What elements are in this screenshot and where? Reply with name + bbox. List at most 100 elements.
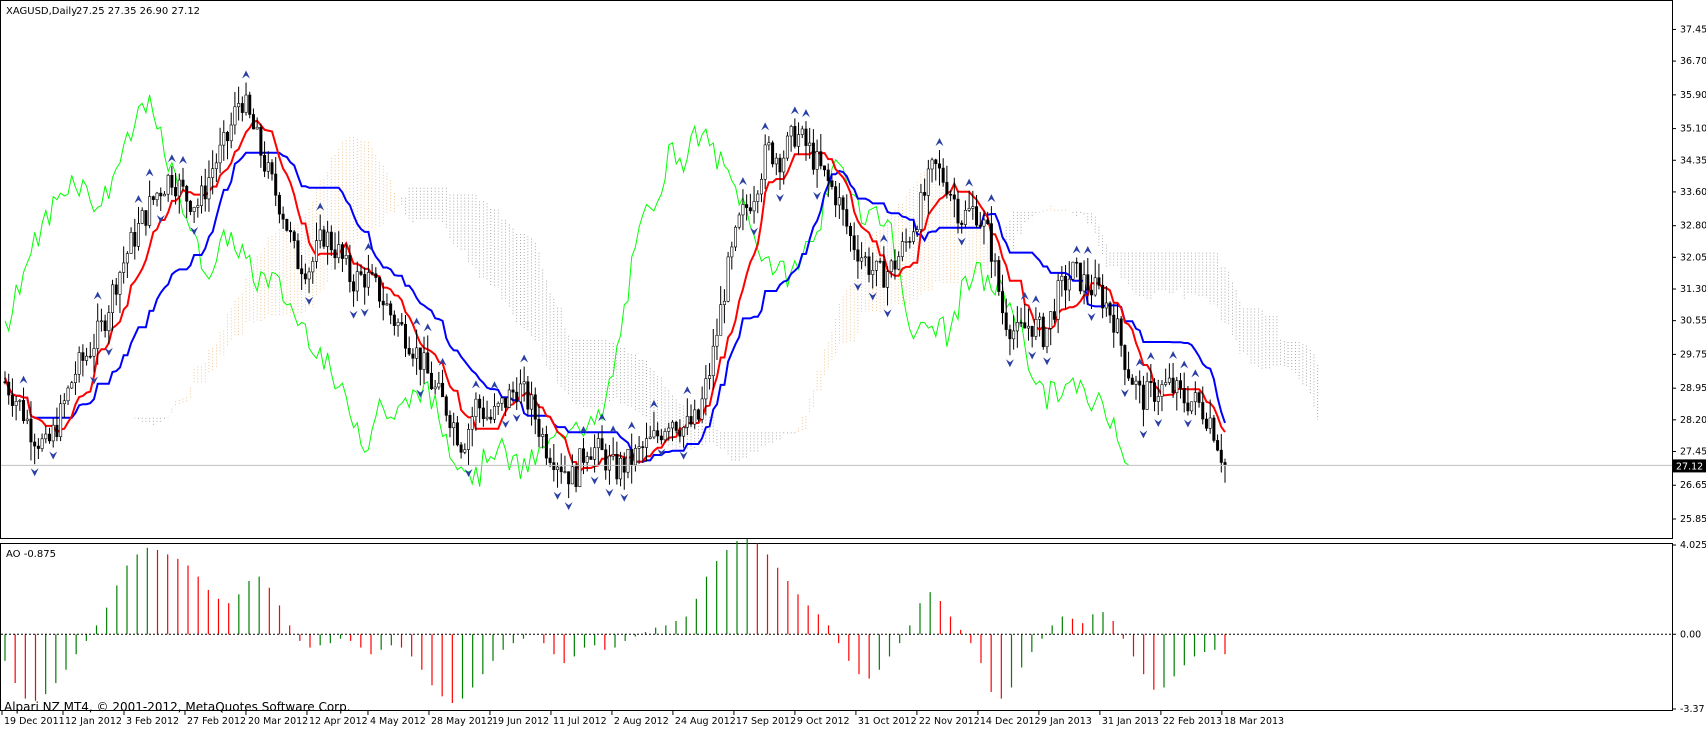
price-bar-body [1134, 380, 1138, 385]
price-bar-body [615, 454, 619, 480]
price-bar-body [1078, 262, 1082, 292]
price-bar-body [277, 194, 281, 215]
price-bar-body [811, 142, 815, 170]
price-bar-body [229, 124, 233, 142]
price-bar-body [1101, 284, 1105, 309]
price-bar-body [1190, 401, 1194, 412]
price-bar-body [311, 261, 315, 273]
price-bar-body [637, 446, 641, 449]
price-bar-body [837, 197, 841, 206]
price-bar-body [7, 381, 11, 396]
x-tick-label: 11 Jul 2012 [553, 716, 607, 727]
price-bar-body [359, 271, 363, 275]
fractal-up-marker [1191, 369, 1200, 378]
fractal-up-marker [145, 168, 154, 177]
price-bar-body [14, 401, 18, 406]
fractal-up-marker [1031, 295, 1040, 304]
price-bar-body [1064, 275, 1068, 291]
price-bar-body [263, 155, 267, 172]
price-bar-body [1030, 325, 1034, 337]
price-bar-body [507, 389, 511, 408]
price-bar-body [1171, 377, 1175, 394]
price-bar-body [682, 427, 686, 437]
fractal-up-marker [598, 413, 607, 422]
fractal-down-marker [590, 476, 599, 485]
price-bar-body [492, 406, 496, 420]
fractal-up-marker [1180, 360, 1189, 369]
price-bar-body [1112, 314, 1116, 333]
price-bar-body [125, 253, 129, 264]
fractal-down-marker [1005, 359, 1014, 368]
price-bar-body [422, 352, 426, 370]
price-bar-body [18, 400, 22, 402]
price-bar-body [923, 192, 927, 196]
x-tick-label: 9 Oct 2012 [797, 716, 850, 727]
price-bar-body [1015, 321, 1019, 332]
price-bar-body [971, 206, 975, 209]
x-tick-label: 27 Feb 2012 [187, 716, 246, 727]
price-bar-body [711, 345, 715, 376]
price-bar-body [949, 193, 953, 196]
price-bar-body [292, 231, 296, 241]
price-bar-body [44, 433, 48, 440]
price-bar-body [919, 192, 923, 230]
price-bar-body [756, 193, 760, 202]
price-bar-body [537, 418, 541, 437]
fractal-up-marker [167, 154, 176, 163]
price-bar-body [826, 169, 830, 181]
price-bar-body [741, 204, 745, 216]
price-bar-body [240, 103, 244, 113]
price-bar-body [915, 229, 919, 233]
price-bar-body [804, 128, 808, 146]
fractal-down-marker [1028, 351, 1037, 360]
price-bar-body [77, 352, 81, 375]
price-bar-body [926, 168, 930, 196]
price-bar-body [1156, 396, 1160, 402]
fractal-down-marker [750, 227, 759, 236]
price-bar-body [789, 126, 793, 137]
price-bar-body [340, 244, 344, 259]
price-bar-body [1145, 380, 1149, 410]
fractal-down-marker [868, 292, 877, 301]
price-bar-body [800, 128, 804, 135]
price-bar-body [259, 126, 263, 156]
price-bar-body [1160, 384, 1164, 397]
price-bar-body [641, 446, 645, 448]
fractal-down-marker [512, 413, 521, 422]
x-tick-label: 20 Mar 2012 [248, 716, 308, 727]
price-bar-body [433, 386, 437, 390]
fractal-up-marker [761, 122, 770, 131]
price-bar-body [578, 448, 582, 487]
price-bar-body [1208, 417, 1212, 429]
ao-header: AO -0.875 [6, 549, 56, 560]
price-bar-body [185, 186, 189, 202]
price-bar-body [593, 447, 597, 460]
price-bar-body [296, 240, 300, 270]
price-bar-body [1201, 402, 1205, 420]
fractal-down-marker [1043, 357, 1052, 366]
price-bar-body [989, 223, 993, 262]
price-bar-body [619, 458, 623, 480]
price-bar-body [55, 424, 59, 437]
price-bar-body [715, 334, 719, 347]
price-bar-body [889, 260, 893, 272]
price-bar-body [355, 271, 359, 292]
price-bar-body [211, 168, 215, 178]
price-bar-body [200, 185, 204, 206]
price-bar-body [129, 231, 133, 254]
fractal-down-marker [190, 227, 199, 236]
price-bar-body [1149, 380, 1153, 384]
price-bar-body [533, 394, 537, 420]
fractal-up-marker [1072, 245, 1081, 254]
price-y-tick-label: 25.85 [1680, 514, 1706, 525]
price-y-axis: 37.45 36.70 35.90 35.10 34.35 33.60 32.80 32.05… [1672, 24, 1706, 525]
price-bar-body [22, 400, 26, 422]
price-bar-body [1164, 382, 1168, 385]
price-bar-body [348, 255, 352, 283]
fractal-down-marker [813, 191, 822, 200]
price-bar-body [607, 455, 611, 471]
price-bar-body [248, 94, 252, 115]
price-bar-body [170, 174, 174, 188]
